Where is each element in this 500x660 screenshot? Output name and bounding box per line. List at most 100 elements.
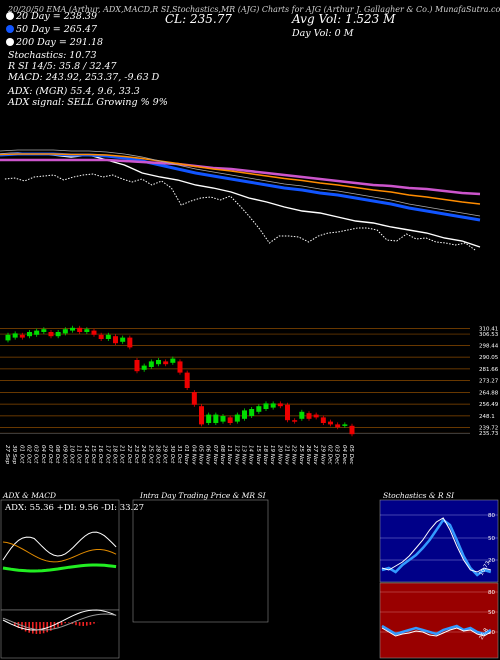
candle-body bbox=[163, 361, 169, 365]
candle-body bbox=[313, 414, 319, 418]
candle-body bbox=[62, 329, 68, 334]
avg-volume-label: Avg Vol: 1.523 M bbox=[292, 12, 396, 26]
rsi-tick-label: 50 bbox=[488, 610, 495, 616]
candle-body bbox=[249, 409, 255, 416]
stoch-tick-label: 50 bbox=[488, 536, 495, 542]
candle-body bbox=[277, 403, 283, 407]
stoch-rsi-title: Stochastics & R SI bbox=[383, 491, 455, 500]
rsi-tick-label: 20 bbox=[488, 630, 495, 636]
x-axis-date-label: 10 Oct bbox=[69, 445, 75, 464]
candle-body bbox=[98, 334, 104, 339]
stoch-tick-label: 20 bbox=[488, 558, 495, 564]
macd-label: MACD: 243.92, 253.37, -9.63 D bbox=[8, 72, 160, 83]
candle-body bbox=[234, 414, 240, 422]
candle-body bbox=[227, 417, 233, 423]
candle-body bbox=[285, 404, 290, 421]
x-axis-date-label: 01 Oct bbox=[18, 445, 24, 464]
macd-histogram-bar bbox=[17, 622, 20, 628]
x-axis-date-label: 12 Nov bbox=[233, 445, 239, 465]
price-level-label: 290.05 bbox=[479, 355, 499, 361]
x-axis-date-label: 18 Oct bbox=[112, 445, 118, 464]
x-axis-date-label: 04 Oct bbox=[40, 445, 46, 464]
stoch-tick-label: 80 bbox=[488, 513, 495, 519]
x-axis-date-label: 11 Oct bbox=[76, 445, 82, 464]
x-axis-date-label: 18 Nov bbox=[262, 445, 268, 465]
candle-body bbox=[34, 330, 40, 335]
macd-histogram-bar bbox=[32, 622, 34, 634]
adx-line bbox=[2, 531, 117, 561]
adx-annotation: ADX: 55.36 +DI: 9.56 -DI: 33.27 bbox=[5, 503, 145, 513]
header-strip: 20/20/50 EMA (Arthur, ADX,MACD,R SI,Stoc… bbox=[8, 5, 500, 14]
price-level-label: 256.49 bbox=[479, 402, 499, 408]
candle-body bbox=[320, 417, 326, 423]
x-axis-date-label: 16 Oct bbox=[97, 445, 103, 464]
macd-histogram-bar bbox=[89, 622, 92, 625]
x-axis-date-label: 25 Oct bbox=[147, 445, 153, 464]
adx-macd-title: ADX & MACD bbox=[3, 491, 57, 500]
x-axis-date-label: 06 Nov bbox=[205, 445, 211, 465]
x-axis-date-label: 14 Nov bbox=[248, 445, 254, 465]
candle-body bbox=[77, 327, 83, 332]
candle-body bbox=[12, 333, 18, 338]
x-axis-date-label: 08 Nov bbox=[219, 445, 225, 465]
macd-histogram-bar bbox=[75, 622, 77, 626]
macd-histogram-bar bbox=[60, 622, 63, 626]
intraday-title: Intra Day Trading Price & MR SI bbox=[140, 491, 266, 500]
rsi-panel-frame bbox=[379, 582, 499, 659]
x-axis-date-label: 27 Sep bbox=[4, 445, 10, 465]
candle-body bbox=[270, 403, 276, 408]
x-axis-date-label: 15 Oct bbox=[90, 445, 96, 464]
adx-signal-label: ADX signal: SELL Growing % 9% bbox=[8, 97, 168, 108]
x-axis-date-label: 28 Oct bbox=[155, 445, 161, 464]
price-level-label: 298.44 bbox=[479, 343, 499, 349]
x-axis-date-label: 15 Nov bbox=[255, 445, 261, 465]
price-level-label: 310.41 bbox=[479, 327, 498, 333]
x-axis-date-label: 25 Nov bbox=[298, 445, 304, 465]
candle-body bbox=[177, 361, 183, 373]
di-minus-line bbox=[2, 541, 117, 563]
di-plus-line bbox=[2, 563, 117, 573]
macd-histogram-bar bbox=[82, 622, 84, 626]
x-axis-date-label: 19 Nov bbox=[269, 445, 275, 465]
x-axis-date-label: 29 Oct bbox=[162, 445, 168, 464]
ema-line-2 bbox=[0, 158, 481, 196]
candle-body bbox=[170, 358, 176, 363]
candle-body bbox=[213, 414, 219, 423]
candle-body bbox=[27, 332, 32, 337]
ema20-label: 20 Day = 238.39 bbox=[16, 11, 97, 22]
x-axis-date-label: 22 Nov bbox=[291, 445, 297, 465]
candle-body bbox=[156, 360, 161, 365]
x-axis-date-label: 01 Nov bbox=[183, 445, 189, 465]
candle-body bbox=[91, 330, 97, 335]
candle-body bbox=[55, 332, 61, 337]
macd-signal-line bbox=[2, 613, 117, 631]
x-axis-date-label: 20 Nov bbox=[276, 445, 282, 465]
candle-body bbox=[120, 337, 126, 342]
price-level-label: 273.27 bbox=[479, 379, 499, 385]
adx-label: ADX: (MGR) 55.4, 9.6, 33.3 bbox=[8, 86, 140, 97]
macd-histogram-bar bbox=[14, 622, 16, 626]
stochastic-d-line bbox=[381, 517, 491, 573]
candle-body bbox=[141, 365, 147, 370]
x-axis-date-label: 03 Dec bbox=[334, 445, 340, 464]
macd-line bbox=[2, 609, 117, 631]
candle-body bbox=[242, 410, 247, 419]
candle-body bbox=[335, 424, 341, 428]
x-axis-date-label: 11 Nov bbox=[226, 445, 232, 465]
macd-histogram-bar bbox=[86, 622, 88, 626]
adx-panel-frame bbox=[0, 499, 120, 611]
x-axis-date-label: 05 Dec bbox=[348, 445, 354, 464]
macd-histogram-bar bbox=[68, 622, 70, 623]
candle-body bbox=[127, 337, 133, 348]
candle-body bbox=[220, 416, 226, 422]
x-axis-date-label: 26 Nov bbox=[305, 445, 311, 465]
candle-body bbox=[19, 334, 25, 338]
price-level-label: 248.1 bbox=[479, 414, 495, 420]
ema20-swatch bbox=[6, 12, 14, 20]
x-axis-date-label: 04 Dec bbox=[341, 445, 347, 464]
candle-body bbox=[48, 332, 54, 337]
x-axis-date-label: 14 Oct bbox=[83, 445, 89, 464]
